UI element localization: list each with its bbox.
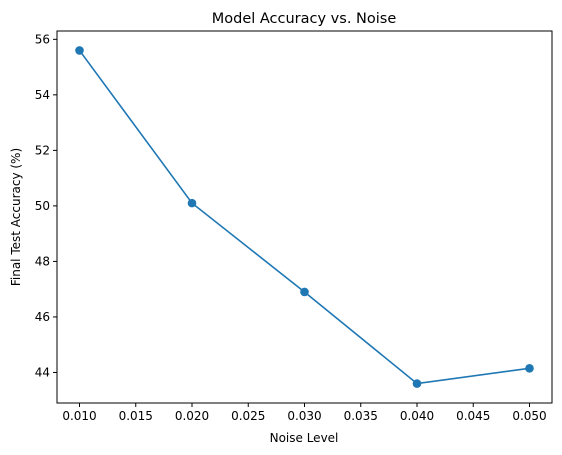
x-tick-label: 0.045 [456,409,490,423]
y-axis-ticks: 44 46 48 50 52 54 56 [35,32,57,379]
y-tick-label: 50 [35,199,50,213]
x-tick-label: 0.015 [119,409,153,423]
y-tick-label: 44 [35,365,50,379]
x-tick-label: 0.040 [400,409,434,423]
data-point [187,198,197,208]
series-layer [75,46,534,388]
y-tick-label: 56 [35,32,50,46]
y-axis-title: Final Test Accuracy (%) [9,148,23,286]
y-tick-label: 54 [35,88,50,102]
x-tick-label: 0.025 [231,409,265,423]
y-tick-label: 48 [35,254,50,268]
x-tick-label: 0.035 [344,409,378,423]
data-point [412,379,422,388]
y-tick-label: 46 [35,310,50,324]
y-tick-label: 52 [35,143,50,157]
data-point [525,363,534,373]
plot-area [56,30,553,404]
x-tick-label: 0.010 [62,409,96,423]
chart-title: Model Accuracy vs. Noise [212,11,397,27]
x-tick-label: 0.050 [512,409,546,423]
x-axis-title: Noise Level [270,431,339,445]
x-tick-label: 0.020 [175,409,209,423]
data-point [75,46,84,55]
data-point [300,287,309,297]
plot-frame [56,30,553,404]
x-axis-ticks: 0.010 0.015 0.020 0.025 0.030 0.035 0.040 0.045… [62,403,547,423]
x-tick-label: 0.030 [287,409,321,423]
